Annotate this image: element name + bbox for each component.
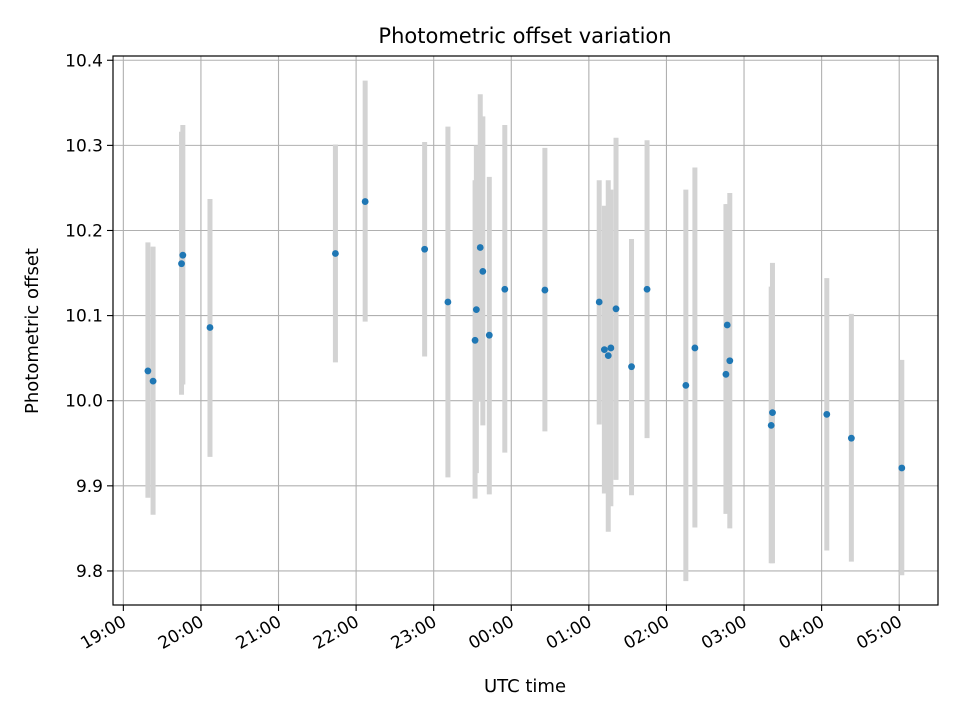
grid	[113, 56, 938, 605]
data-point	[726, 357, 734, 365]
data-point	[723, 321, 731, 329]
data-point	[600, 346, 608, 354]
y-tick-label: 10.2	[65, 221, 103, 241]
data-point	[476, 244, 484, 251]
data-point	[682, 382, 690, 389]
data-point	[628, 363, 635, 371]
data-point	[767, 422, 775, 429]
data-point	[607, 344, 615, 352]
plot-area-background	[113, 56, 938, 605]
data-point	[472, 306, 480, 314]
data-point	[595, 298, 603, 306]
data-points	[144, 198, 906, 472]
data-point	[479, 267, 487, 275]
data-point	[847, 434, 855, 442]
y-axis-label: Photometric offset	[22, 248, 43, 414]
axes-frame	[112, 55, 939, 606]
data-point	[501, 285, 509, 293]
data-point	[144, 367, 152, 375]
y-tick-label: 10.0	[65, 392, 103, 412]
data-point	[361, 198, 369, 205]
data-point	[471, 336, 479, 344]
data-point	[179, 251, 187, 259]
data-point	[898, 464, 906, 472]
y-tick-label: 10.4	[65, 51, 103, 71]
x-axis-label: UTC time	[484, 676, 566, 697]
data-point	[823, 410, 831, 418]
data-point	[691, 344, 699, 352]
data-point	[541, 286, 549, 294]
data-point	[604, 352, 612, 360]
y-tick-label: 10.3	[65, 136, 103, 156]
data-point	[206, 324, 214, 331]
data-point	[612, 305, 620, 313]
chart-title: Photometric offset variation	[378, 24, 671, 48]
data-point	[485, 331, 493, 339]
y-axis-ticks: 9.8 9.9 10.0 10.1 10.2 10.3 10.4	[65, 51, 113, 582]
data-point	[444, 298, 452, 306]
data-point	[643, 285, 651, 293]
y-tick-label: 10.1	[65, 307, 103, 327]
data-point	[332, 250, 339, 257]
y-tick-label: 9.8	[76, 562, 103, 582]
data-point	[769, 409, 776, 417]
data-point	[421, 245, 429, 253]
data-point	[149, 377, 157, 385]
data-point	[722, 370, 730, 378]
y-tick-label: 9.9	[76, 477, 103, 497]
data-point	[178, 260, 185, 268]
